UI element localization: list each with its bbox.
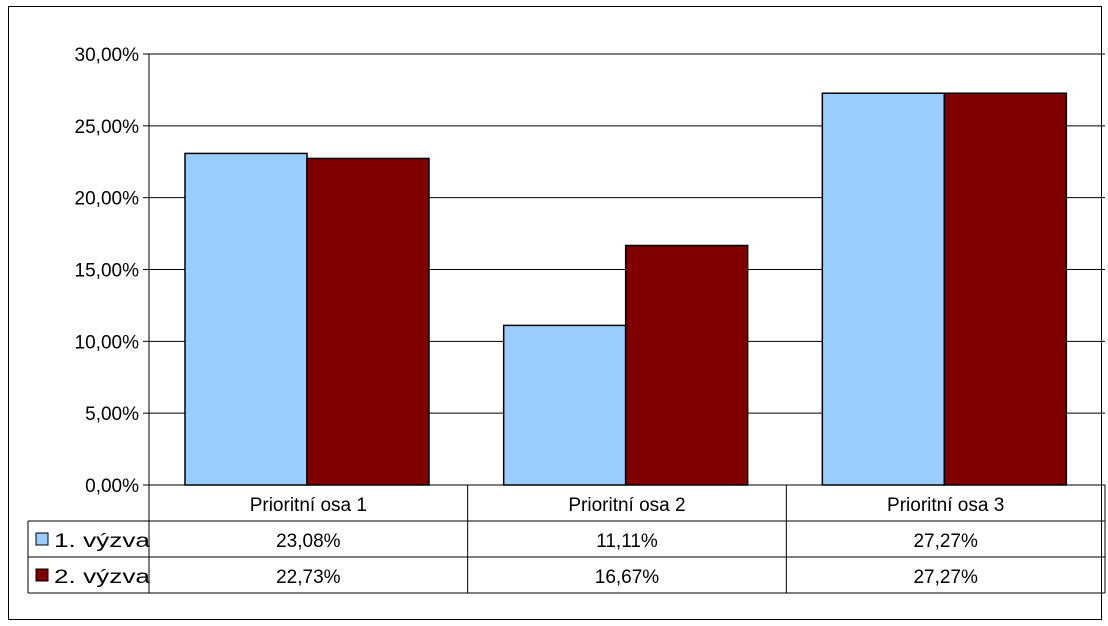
bar-1-1 (184, 152, 308, 486)
legend-swatch-1 (35, 532, 49, 546)
x-category-label: Prioritní osa 3 (887, 495, 1004, 516)
data-label: 27,27% (913, 531, 978, 552)
chart-frame (8, 6, 1102, 620)
bar-2-2 (624, 244, 749, 486)
data-table: Prioritní osa 1 Prioritní osa 2 Prioritní … (27, 485, 1106, 594)
data-label: 22,73% (276, 567, 341, 588)
bar-2-3 (943, 92, 1068, 486)
y-tick-label: 10,00% (75, 332, 140, 353)
data-label: 16,67% (595, 567, 660, 588)
data-label: 27,27% (913, 567, 978, 588)
data-label: 11,11% (596, 531, 658, 552)
legend-label-2: 2. výzva (54, 567, 151, 588)
y-tick-label: 5,00% (85, 404, 139, 425)
y-tick-label: 0,00% (85, 476, 139, 497)
bar-1-3 (821, 92, 946, 486)
axes (143, 53, 1105, 486)
bar-1-2 (502, 324, 627, 486)
bar-2-1 (306, 157, 430, 486)
y-axis-tick-labels: 0,00% 5,00% 10,00% 15,00% 20,00% 25,00% 30,00% (75, 45, 140, 497)
x-category-label: Prioritní osa 1 (250, 495, 367, 516)
legend-swatch-2 (35, 568, 49, 582)
y-tick-label: 20,00% (75, 189, 140, 210)
y-tick-label: 25,00% (75, 117, 140, 138)
legend-label-1: 1. výzva (54, 531, 151, 552)
x-category-label: Prioritní osa 2 (568, 495, 685, 516)
y-tick-label: 15,00% (75, 261, 140, 282)
y-tick-label: 30,00% (75, 45, 140, 66)
data-label: 23,08% (276, 531, 341, 552)
bars (184, 92, 1068, 486)
